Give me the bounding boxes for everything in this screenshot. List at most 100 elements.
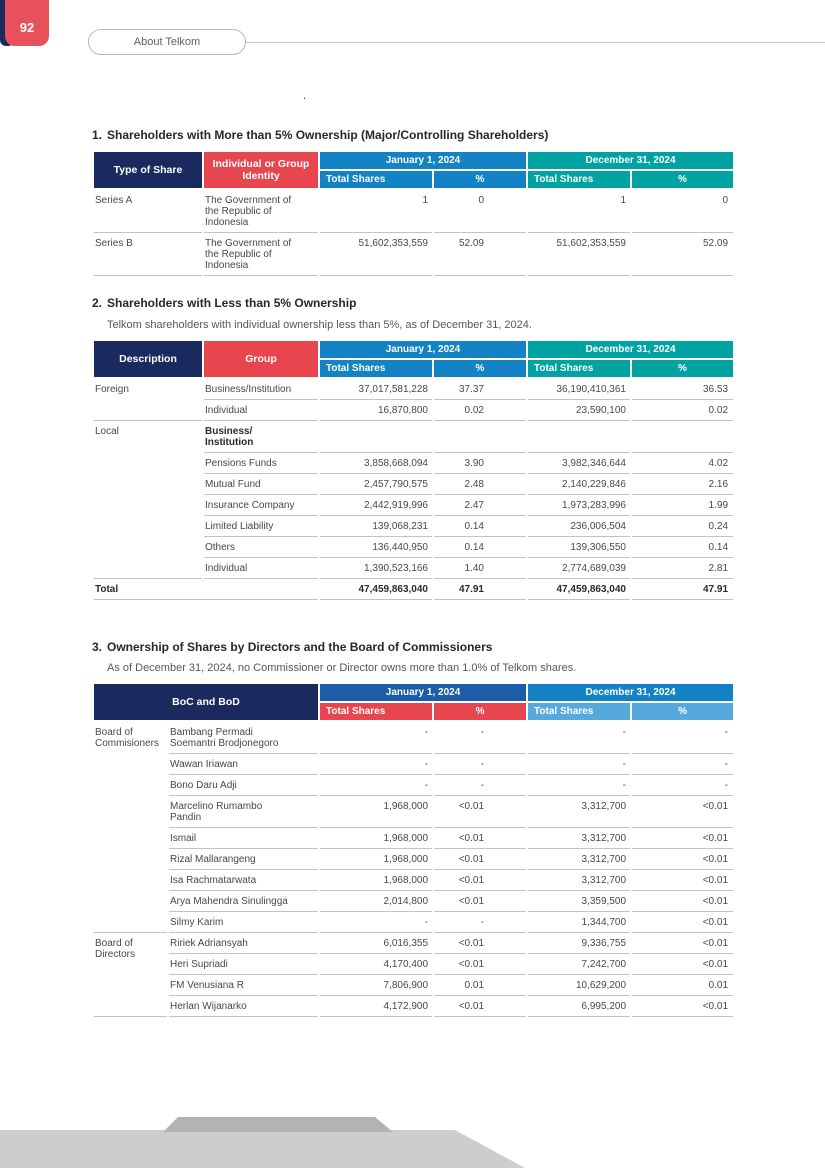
value-cell: <0.01	[434, 796, 527, 829]
value-cell: 2,774,689,039	[528, 558, 630, 579]
label-cell: Business/Institution	[204, 379, 318, 400]
section-1-title: Shareholders with More than 5% Ownership…	[107, 128, 549, 142]
table-row: Isa Rachmatarwata 1,968,000 <0.01 3,312,700…	[94, 870, 734, 892]
value-cell: 51,602,353,559	[528, 233, 630, 277]
label-cell: Pensions Funds	[204, 453, 318, 474]
label-cell: Silmy Karim	[169, 912, 319, 934]
table-row: Heri Supriadi 4,170,400 <0.01 7,242,700 <0.0…	[94, 954, 734, 976]
value-cell: -	[320, 754, 433, 776]
table-major-shareholders: Type of Share Individual or Group Identit…	[92, 152, 737, 277]
table-row: Wawan Iriawan - - - -	[94, 754, 734, 776]
label-cell: Mutual Fund	[204, 474, 318, 495]
value-cell: <0.01	[632, 828, 734, 850]
label-cell: Arya Mahendra Sinulingga	[169, 891, 319, 913]
period-header: December 31, 2024	[528, 152, 734, 172]
table-row: Bono Daru Adji - - - -	[94, 775, 734, 797]
value-cell: -	[434, 775, 527, 797]
period-header: December 31, 2024	[528, 684, 734, 704]
label-cell: Individual	[204, 400, 318, 421]
value-cell: 1	[528, 190, 630, 234]
label-cell: Bambang Permadi Soemantri Brodjonegoro	[169, 722, 319, 755]
value-cell: 6,016,355	[320, 933, 433, 955]
value-cell: 1.99	[632, 495, 734, 516]
table-row: Board of Commisioners Bambang Permadi Soe…	[94, 722, 734, 934]
value-cell: 47,459,863,040	[320, 579, 432, 600]
sub-header: %	[632, 703, 734, 723]
table-row: Foreign Business/Institution 37,017,581,22…	[94, 379, 734, 421]
value-cell: -	[632, 775, 734, 797]
table-row: Series B The Government of the Republic o…	[94, 233, 734, 277]
value-cell: -	[434, 912, 527, 934]
column-header: Description	[94, 340, 202, 379]
header-row: Type of Share Individual or Group Identit…	[94, 152, 734, 191]
sub-header: %	[434, 703, 527, 723]
section-1-number: 1.	[92, 128, 103, 142]
header-rule	[246, 41, 825, 43]
section-2-title: Shareholders with Less than 5% Ownership	[107, 296, 357, 311]
sub-header: Total Shares	[320, 703, 433, 723]
period-header: December 31, 2024	[528, 340, 734, 360]
table-row: FM Venusiana R 7,806,900 0.01 10,629,200 0.0…	[94, 975, 734, 997]
value-cell: 3,312,700	[528, 828, 631, 850]
value-cell: 3,359,500	[528, 891, 631, 913]
value-cell: 6,995,200	[528, 996, 631, 1018]
value-cell: 1,390,523,166	[320, 558, 432, 579]
value-cell: <0.01	[434, 933, 527, 955]
column-header: Group	[204, 340, 318, 379]
bottom-decoration-light	[0, 1130, 525, 1168]
page-number-badge: 92	[5, 0, 49, 46]
column-header: BoC and BoD	[94, 684, 319, 723]
label-cell: Business/ Institution	[204, 421, 318, 453]
value-cell: <0.01	[632, 996, 734, 1018]
chapter-tab: About Telkom	[88, 29, 246, 55]
header-row: BoC and BoD January 1, 2024 December 31, 2…	[94, 684, 734, 723]
value-cell: 1	[320, 190, 432, 234]
label-cell: Board of Commisioners	[94, 722, 167, 934]
label-cell: Heri Supriadi	[169, 954, 319, 976]
label-cell: Isa Rachmatarwata	[169, 870, 319, 892]
value-cell	[320, 421, 432, 453]
value-cell: 4,170,400	[320, 954, 433, 976]
section-3-intro: As of December 31, 2024, no Commissioner…	[107, 662, 577, 675]
value-cell: 0.02	[434, 400, 526, 421]
table-row: Insurance Company 2,442,919,996 2.47 1,973,…	[94, 495, 734, 516]
table-row: Series A The Government of the Republic o…	[94, 190, 734, 234]
section-2-number: 2.	[92, 296, 103, 311]
label-cell: Limited Liability	[204, 516, 318, 537]
value-cell: 0.14	[434, 537, 526, 558]
value-cell: -	[320, 912, 433, 934]
value-cell: 51,602,353,559	[320, 233, 432, 277]
value-cell: <0.01	[632, 849, 734, 871]
value-cell: 2,442,919,996	[320, 495, 432, 516]
column-header: Individual or Group Identity	[204, 152, 318, 191]
value-cell: <0.01	[632, 954, 734, 976]
value-cell: 0.24	[632, 516, 734, 537]
label-cell: Herlan Wijanarko	[169, 996, 319, 1018]
page-number: 92	[19, 20, 35, 35]
value-cell: 1.40	[434, 558, 526, 579]
value-cell: 3,312,700	[528, 796, 631, 829]
label-cell: The Government of the Republic of Indone…	[204, 190, 318, 234]
sub-header: Total Shares	[320, 171, 432, 191]
value-cell: -	[434, 754, 527, 776]
data-table: Description Group January 1, 2024 December …	[92, 340, 735, 600]
label-cell: FM Venusiana R	[169, 975, 319, 997]
value-cell: 2.47	[434, 495, 526, 516]
value-cell: <0.01	[632, 933, 734, 955]
label-cell: Marcelino Rumambo Pandin	[169, 796, 319, 829]
value-cell: <0.01	[632, 912, 734, 934]
label-cell: Total	[94, 579, 318, 600]
table-row: Silmy Karim - -1,344,700 <0.01	[94, 912, 734, 934]
value-cell: 2,457,790,575	[320, 474, 432, 495]
value-cell: 3,982,346,644	[528, 453, 630, 474]
value-cell: 2.48	[434, 474, 526, 495]
section-2-heading: 2. Shareholders with Less than 5% Owners…	[92, 296, 737, 310]
value-cell: <0.01	[434, 828, 527, 850]
table-row: Pensions Funds 3,858,668,094 3.90 3,982,346…	[94, 453, 734, 474]
label-cell: Wawan Iriawan	[169, 754, 319, 776]
sub-header: Total Shares	[528, 703, 631, 723]
section-3-title: Ownership of Shares by Directors and the…	[107, 639, 493, 654]
value-cell: 36.53	[632, 379, 734, 400]
value-cell: -	[528, 775, 631, 797]
label-cell: Ririek Adriansyah	[169, 933, 319, 955]
